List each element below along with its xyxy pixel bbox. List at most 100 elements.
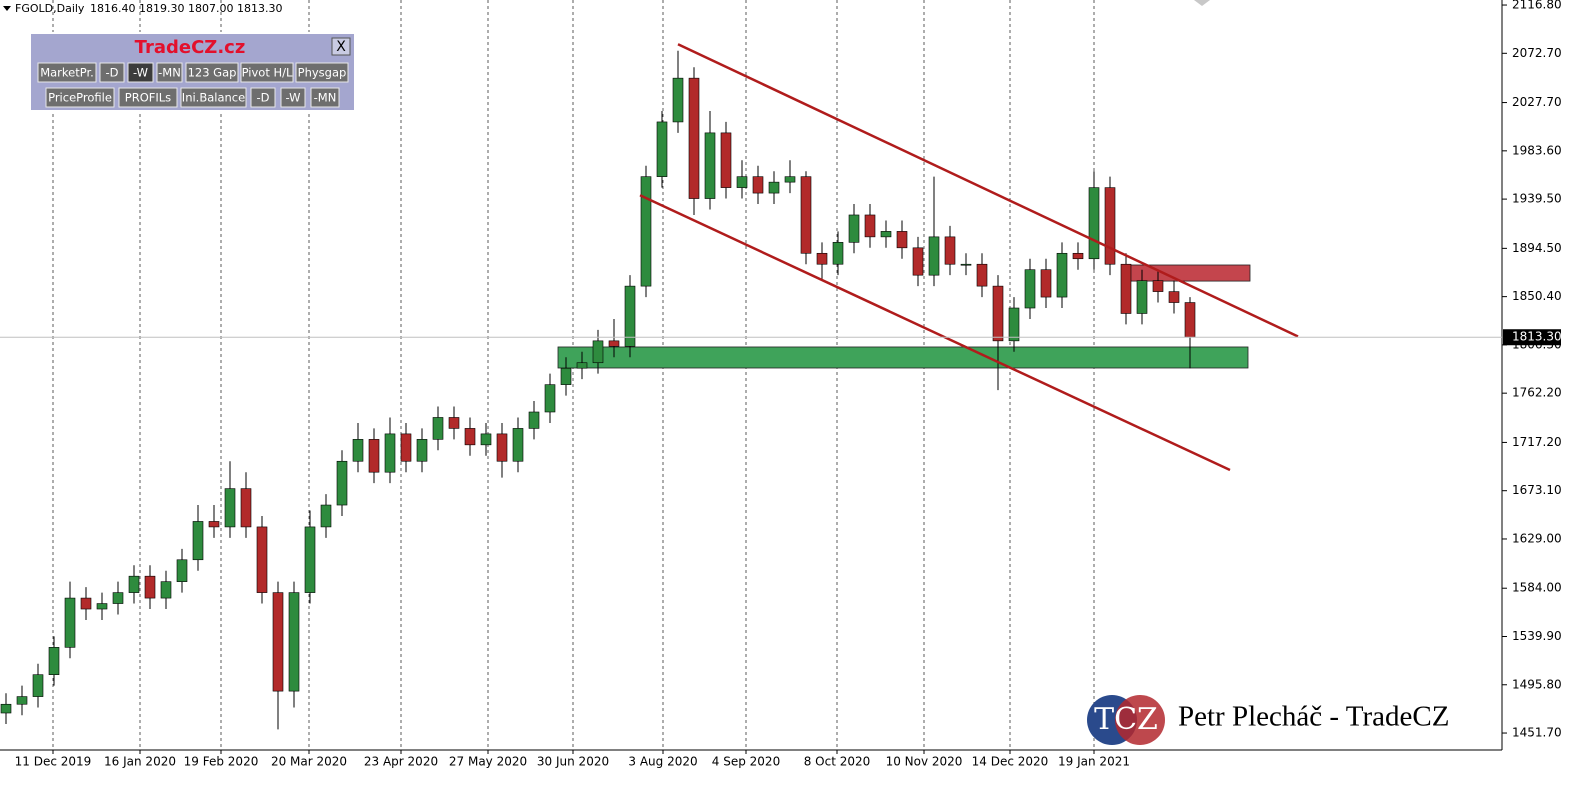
candle-body	[1024, 269, 1036, 309]
button-bg[interactable]	[295, 62, 349, 83]
button-label[interactable]: -D	[105, 66, 118, 80]
close-button[interactable]: X	[331, 37, 351, 56]
button-label[interactable]: PROFILs	[125, 91, 171, 105]
logo-circle	[1115, 695, 1165, 745]
panel-button[interactable]: -W	[280, 87, 306, 108]
candle-body	[928, 236, 940, 276]
panel: TradeCZ.cz X MarketPr. -D -W -MN 123 Gap Pivot …	[29, 32, 356, 112]
candle-body	[480, 433, 492, 446]
candle-body	[512, 428, 524, 462]
button-label[interactable]: Ini.Balance	[182, 91, 245, 105]
button-bg[interactable]	[310, 87, 340, 108]
panel-button[interactable]: Physgap	[295, 62, 349, 83]
candle-body	[1104, 187, 1116, 265]
candle-body	[1136, 280, 1148, 314]
candle-body	[32, 674, 44, 697]
button-bg[interactable]	[156, 62, 183, 83]
button-label[interactable]: PriceProfile	[48, 91, 112, 105]
button-label[interactable]: -W	[133, 66, 148, 80]
x-tick-label: 3 Aug 2020	[628, 755, 697, 769]
button-label[interactable]: Pivot H/L	[242, 66, 293, 80]
candle-body	[960, 263, 972, 266]
candle-body	[528, 411, 540, 429]
candle-body	[976, 263, 988, 287]
candle-body	[656, 121, 668, 177]
candle-body	[864, 214, 876, 238]
zone	[1129, 264, 1251, 282]
panel-button[interactable]: MarketPr.	[37, 62, 97, 83]
candle-body	[240, 488, 252, 528]
button-label[interactable]: -MN	[314, 91, 337, 105]
panel-button[interactable]: -D	[250, 87, 276, 108]
candle-body	[416, 439, 428, 462]
button-bg[interactable]	[250, 87, 276, 108]
button-label[interactable]: -W	[285, 91, 300, 105]
panel-button[interactable]: 123 Gap	[185, 62, 239, 83]
y-tick-label: 1762.20	[1512, 386, 1562, 400]
candle-body	[320, 504, 332, 528]
y-tick-label: 1629.00	[1512, 531, 1562, 545]
x-tick-label: 4 Sep 2020	[712, 755, 780, 769]
candle-body	[16, 696, 28, 705]
candle-body	[608, 340, 620, 347]
button-label[interactable]: 123 Gap	[188, 66, 237, 80]
panel-button[interactable]: -MN	[156, 62, 183, 83]
candle-body	[272, 592, 284, 692]
price-label: 1813.30	[1512, 330, 1562, 344]
candle-body	[848, 214, 860, 243]
candle-body	[384, 433, 396, 473]
candle-body	[688, 77, 700, 199]
price-label-box	[1503, 329, 1561, 346]
candle-body	[0, 703, 12, 714]
x-tick-label: 8 Oct 2020	[804, 755, 871, 769]
button-bg[interactable]	[99, 62, 125, 83]
button-bg[interactable]	[240, 62, 294, 83]
button-bg[interactable]	[37, 62, 97, 83]
panel-button[interactable]: PROFILs	[118, 87, 178, 108]
y-tick-label: 2116.80	[1512, 0, 1562, 12]
y-tick-label: 1894.50	[1512, 241, 1562, 255]
x-tick-label: 10 Nov 2020	[886, 755, 963, 769]
panel-button[interactable]: Ini.Balance	[180, 87, 247, 108]
button-bg[interactable]	[118, 87, 178, 108]
panel-button[interactable]: PriceProfile	[45, 87, 115, 108]
button-bg[interactable]	[280, 87, 306, 108]
close-label[interactable]: X	[336, 39, 346, 55]
panel-button[interactable]: -MN	[310, 87, 340, 108]
y-tick-label: 1939.50	[1512, 192, 1562, 206]
y-tick-label: 1584.00	[1512, 581, 1562, 595]
candle-body	[1072, 252, 1084, 260]
panel-button[interactable]: Pivot H/L	[240, 62, 294, 83]
button-label[interactable]: -MN	[158, 66, 181, 80]
button-bg[interactable]	[180, 87, 247, 108]
candle-body	[912, 247, 924, 276]
candle-body	[704, 132, 716, 199]
button-label[interactable]: MarketPr.	[40, 66, 94, 80]
candle-body	[400, 433, 412, 462]
panel-button[interactable]: -W	[127, 62, 154, 83]
y-tick-label: 1983.60	[1512, 143, 1562, 157]
candle-body	[624, 285, 636, 347]
candle-body	[1168, 291, 1180, 303]
candle-body	[288, 592, 300, 692]
button-bg[interactable]	[127, 62, 154, 83]
candle-body	[144, 575, 156, 599]
watermark: TCZ Petr Plecháč - TradeCZ	[1087, 695, 1449, 745]
candle-body	[336, 460, 348, 506]
candle-body	[1088, 187, 1100, 260]
close-box[interactable]	[331, 37, 351, 56]
button-label[interactable]: Physgap	[298, 66, 347, 80]
candle-body	[176, 559, 188, 582]
button-bg[interactable]	[45, 87, 115, 108]
y-tick-label: 1850.40	[1512, 289, 1562, 303]
panel-button[interactable]: -D	[99, 62, 125, 83]
candle-body	[112, 592, 124, 604]
candle-body	[768, 181, 780, 194]
symbol: FGOLD,Daily	[15, 2, 85, 15]
candle-body	[672, 77, 684, 123]
candle-body	[304, 526, 316, 593]
button-bg[interactable]	[185, 62, 239, 83]
button-label[interactable]: -D	[256, 91, 269, 105]
candle-body	[560, 367, 572, 385]
